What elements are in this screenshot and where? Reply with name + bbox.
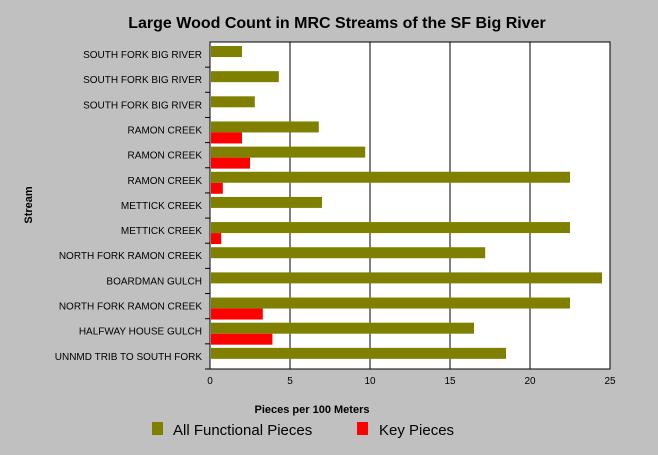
category-label-12: UNNMD TRIB TO SOUTH FORK	[55, 352, 203, 363]
bar-all-functional-8	[211, 247, 486, 259]
x-tick-label-25: 25	[604, 376, 616, 387]
legend-label-all-functional: All Functional Pieces	[173, 422, 312, 439]
legend-label-key-pieces: Key Pieces	[379, 422, 454, 439]
category-label-1: SOUTH FORK BIG RIVER	[83, 75, 202, 86]
bar-all-functional-1	[211, 71, 279, 83]
bar-key-pieces-3	[211, 132, 242, 144]
category-label-2: SOUTH FORK BIG RIVER	[83, 100, 202, 111]
bar-all-functional-0	[211, 46, 242, 57]
bar-key-pieces-4	[211, 157, 250, 169]
legend-swatch-key-pieces	[357, 422, 368, 435]
category-label-3: RAMON CREEK	[128, 125, 203, 136]
category-label-6: METTICK CREEK	[121, 201, 202, 212]
bar-all-functional-11	[211, 322, 474, 334]
chart-title: Large Wood Count in MRC Streams of the S…	[128, 15, 546, 32]
x-tick-label-15: 15	[444, 376, 456, 387]
bar-all-functional-3	[211, 121, 319, 133]
bar-all-functional-4	[211, 146, 366, 158]
x-axis-label: Pieces per 100 Meters	[255, 404, 370, 416]
category-label-8: NORTH FORK RAMON CREEK	[59, 251, 202, 262]
x-tick-label-5: 5	[287, 376, 293, 387]
bar-key-pieces-5	[211, 182, 223, 194]
y-axis-label: Stream	[23, 186, 35, 224]
bar-all-functional-9	[211, 272, 602, 284]
bar-key-pieces-7	[211, 233, 222, 245]
category-label-0: SOUTH FORK BIG RIVER	[83, 50, 202, 61]
bar-all-functional-7	[211, 222, 570, 234]
bar-all-functional-6	[211, 196, 322, 208]
category-label-11: HALFWAY HOUSE GULCH	[79, 327, 202, 338]
bar-all-functional-12	[211, 347, 506, 359]
bars	[205, 46, 602, 370]
legend: All Functional Pieces Key Pieces	[152, 422, 454, 439]
bar-all-functional-5	[211, 171, 570, 183]
category-label-4: RAMON CREEK	[128, 151, 203, 162]
legend-swatch-all-functional	[152, 422, 163, 435]
category-label-9: BOARDMAN GULCH	[106, 276, 202, 287]
x-tick-label-10: 10	[364, 376, 376, 387]
category-label-7: METTICK CREEK	[121, 226, 202, 237]
x-tick-label-0: 0	[207, 376, 213, 387]
bar-key-pieces-10	[211, 308, 263, 320]
category-labels: SOUTH FORK BIG RIVER SOUTH FORK BIG RIVER…	[55, 50, 203, 363]
category-label-10: NORTH FORK RAMON CREEK	[59, 302, 202, 313]
x-tick-label-20: 20	[524, 376, 536, 387]
bar-all-functional-10	[211, 297, 570, 309]
x-tick-labels: 0 5 10 15 20 25	[207, 376, 616, 387]
bar-all-functional-2	[211, 96, 255, 108]
bar-key-pieces-11	[211, 333, 273, 345]
category-label-5: RAMON CREEK	[128, 176, 203, 187]
